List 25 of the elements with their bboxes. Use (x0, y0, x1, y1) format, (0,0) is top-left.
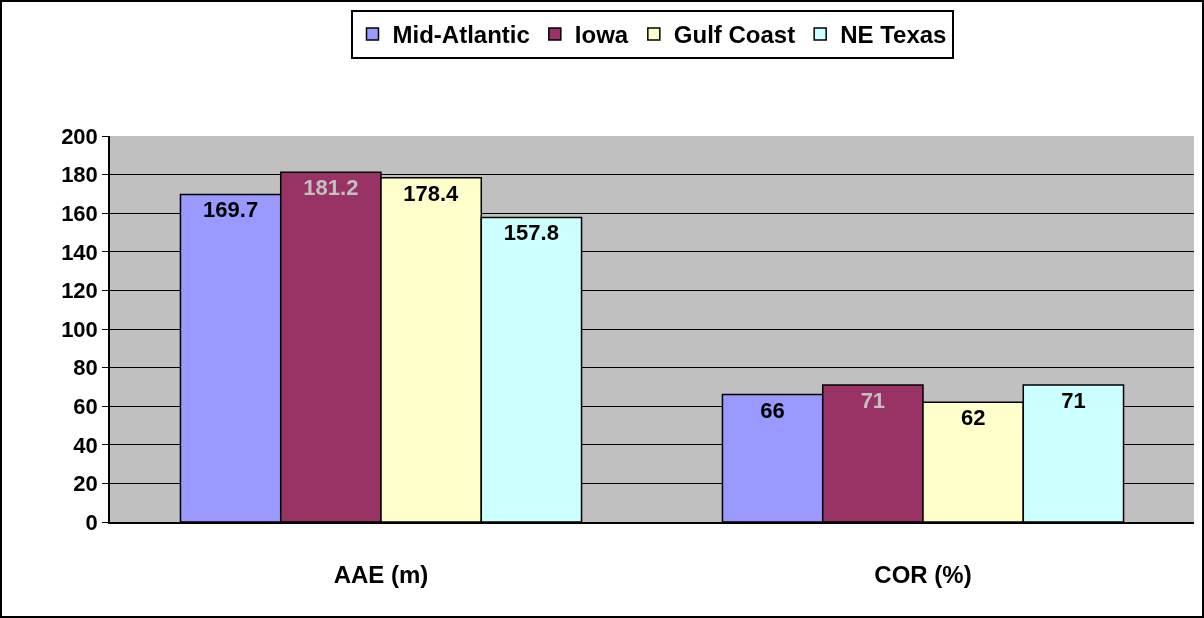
y-tick-label: 20 (73, 471, 98, 497)
y-tick-label: 0 (85, 509, 98, 535)
y-tick-label: 60 (73, 393, 98, 419)
x-tick-label: AAE (m) (333, 560, 429, 588)
y-tick-label: 180 (61, 162, 98, 188)
data-label: 62 (960, 405, 986, 431)
data-label: 181.2 (303, 175, 359, 201)
y-tick-label: 200 (61, 123, 98, 149)
data-label: 169.7 (203, 197, 259, 223)
data-label: 71 (1061, 387, 1086, 413)
y-tick-label: 140 (61, 239, 98, 265)
data-label: 157.8 (503, 220, 559, 246)
legend-label: Gulf Coast (673, 21, 796, 49)
data-label: 71 (860, 387, 886, 413)
y-tick-label: 80 (73, 355, 98, 381)
y-tick-label: 120 (61, 278, 98, 304)
y-tick-label: 160 (61, 200, 98, 226)
legend-label: NE Texas (840, 21, 947, 49)
y-tick-label: 100 (61, 316, 98, 342)
data-label: 178.4 (403, 180, 460, 206)
legend-label: Iowa (574, 21, 629, 49)
x-tick-label: COR (%) (874, 560, 972, 588)
data-label: 66 (760, 397, 785, 423)
y-tick-label: 40 (73, 432, 98, 458)
legend-label: Mid-Atlantic (392, 21, 530, 49)
